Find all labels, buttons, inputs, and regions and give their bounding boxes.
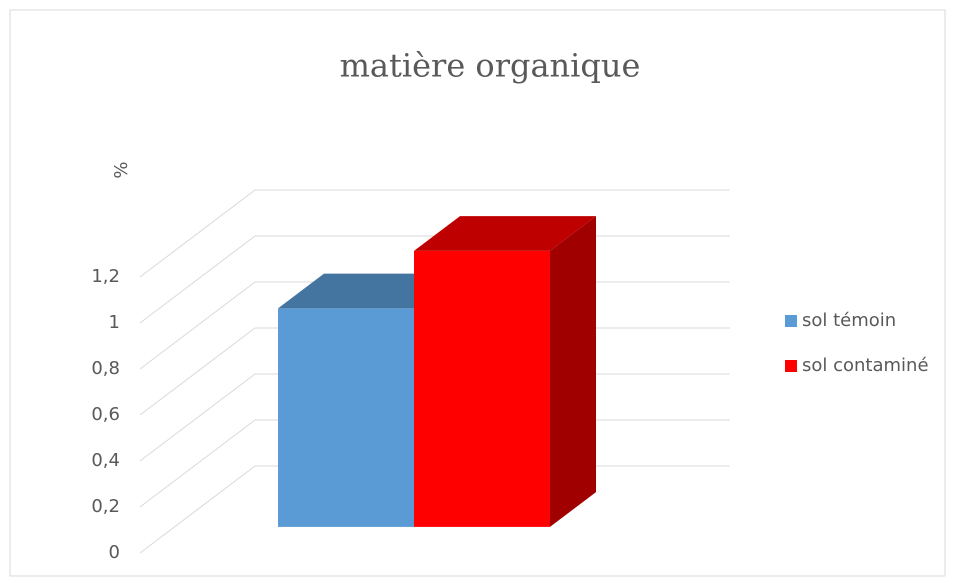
legend-label: sol témoin	[802, 310, 896, 331]
grid-line	[139, 373, 256, 462]
bar	[278, 308, 414, 527]
y-axis-label: %	[111, 161, 132, 178]
y-tick-label: 0,6	[91, 404, 120, 425]
bar-top	[414, 216, 596, 251]
y-tick-label: 1	[109, 312, 120, 333]
grid-line	[139, 235, 256, 324]
grid-line	[139, 281, 256, 370]
bar	[414, 250, 550, 527]
grid-line	[139, 465, 256, 554]
chart-title: matière organique	[340, 47, 641, 85]
bar-side	[550, 216, 596, 527]
y-tick-label: 0	[109, 542, 120, 563]
y-tick-label: 0,8	[91, 358, 120, 379]
grid-line	[139, 419, 256, 508]
legend-swatch	[785, 360, 797, 372]
legend-label: sol contaminé	[802, 355, 929, 376]
grid-line	[139, 189, 256, 278]
y-tick-label: 1,2	[91, 266, 120, 287]
legend-swatch	[785, 315, 797, 327]
y-tick-label: 0,2	[91, 496, 120, 517]
y-tick-label: 0,4	[91, 450, 120, 471]
grid-line	[139, 327, 256, 416]
